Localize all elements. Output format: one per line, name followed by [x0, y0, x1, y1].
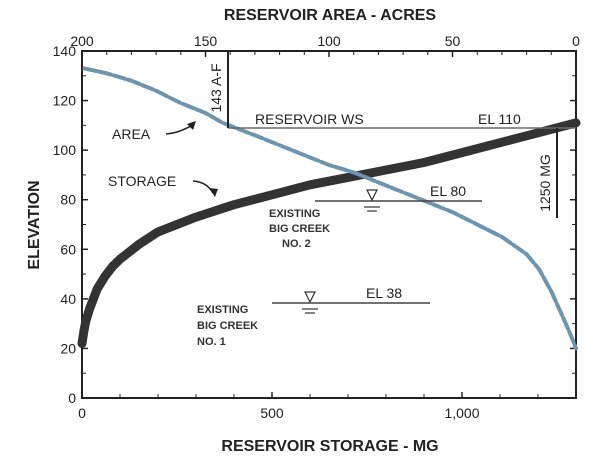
x-tick-label: 1,000 [444, 405, 479, 421]
y-tick-label: 20 [60, 340, 76, 356]
top-tick-label: 0 [572, 33, 580, 49]
el-38-label: EL 38 [366, 285, 402, 301]
x-tick-label: 500 [260, 405, 284, 421]
big-creek-1-line1: EXISTING [197, 304, 248, 316]
series-line-area [82, 66, 578, 351]
el-80-label: EL 80 [430, 183, 466, 199]
y-tick-label: 0 [68, 390, 76, 406]
storage-leader-arrowhead [209, 188, 218, 197]
storage-leader-arrow [192, 180, 214, 194]
area-leader-arrowhead [187, 121, 196, 130]
y-tick-label: 120 [53, 93, 77, 109]
area-marker-label: 143 A-F [208, 63, 224, 112]
top-tick-label: 150 [194, 33, 218, 49]
y-tick-label: 100 [53, 142, 77, 158]
area-label: AREA [112, 126, 151, 142]
water-surface-icon-el38 [302, 291, 318, 314]
top-tick-label: 200 [70, 33, 94, 49]
y-axis-title: ELEVATION [26, 180, 43, 269]
y-tick-label: 40 [60, 291, 76, 307]
series-line-storage [77, 118, 581, 348]
storage-marker-label: 1250 MG [537, 154, 553, 212]
y-tick-label: 60 [60, 241, 76, 257]
el-110-label: EL 110 [478, 111, 521, 127]
top-tick-label: 50 [445, 33, 461, 49]
top-axis-title: RESERVOIR AREA - ACRES [224, 7, 437, 24]
x-tick-label: 0 [78, 405, 86, 421]
storage-label: STORAGE [108, 173, 176, 189]
big-creek-1-line2: BIG CREEK [197, 320, 258, 332]
y-tick-label: 140 [53, 43, 77, 59]
big-creek-2-line2: BIG CREEK [269, 223, 330, 235]
big-creek-1-line3: NO. 1 [197, 336, 226, 348]
reservoir-ws-label: RESERVOIR WS [255, 111, 364, 127]
y-tick-label: 80 [60, 192, 76, 208]
x-axis-title: RESERVOIR STORAGE - MG [221, 438, 438, 455]
water-surface-icon-el80 [364, 189, 380, 212]
top-tick-label: 100 [317, 33, 341, 49]
big-creek-2-line1: EXISTING [269, 208, 320, 220]
big-creek-2-line3: NO. 2 [282, 238, 311, 250]
